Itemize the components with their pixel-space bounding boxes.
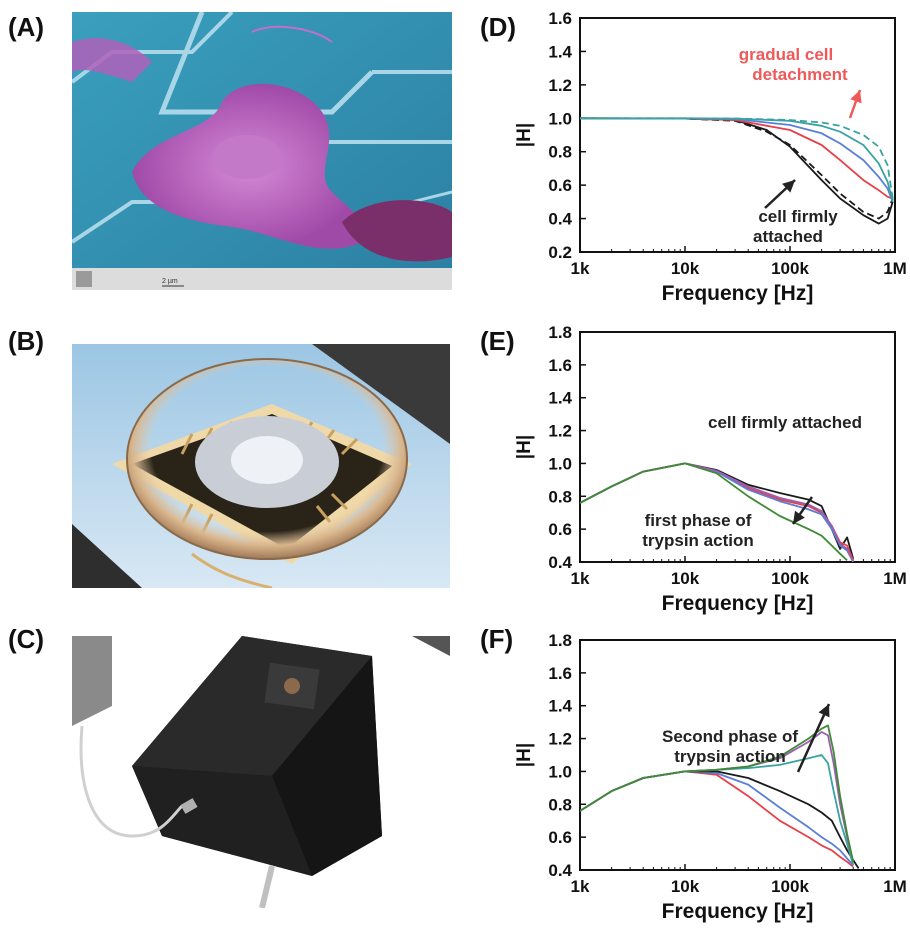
series-line-green	[580, 462, 848, 562]
y-tick-label: 1.8	[548, 631, 572, 650]
y-tick-label: 0.8	[548, 143, 572, 162]
x-tick-label: 100k	[771, 259, 809, 278]
x-tick-label: 100k	[771, 569, 809, 588]
mea-chip-photo	[72, 344, 450, 588]
series-line-red	[580, 117, 893, 200]
annotation-arrowhead	[793, 510, 805, 524]
plot-frame	[579, 639, 896, 871]
x-axis-label: Frequency [Hz]	[662, 282, 814, 305]
y-tick-label: 0.6	[548, 520, 572, 539]
annotation-text: first phase of	[645, 511, 752, 530]
y-tick-label: 1.6	[548, 356, 572, 375]
y-axis-label: |H|	[514, 435, 535, 459]
annotation-arrowhead	[782, 180, 795, 193]
annotation-text: attached	[753, 227, 823, 246]
panel-label-d: (D)	[480, 12, 517, 42]
annotation-text: gradual cell	[739, 45, 833, 64]
y-tick-label: 0.8	[548, 795, 572, 814]
y-tick-label: 0.4	[548, 210, 572, 229]
annotation-arrowhead	[850, 90, 862, 104]
annotation-arrowhead	[818, 704, 830, 718]
y-tick-label: 1.0	[548, 454, 572, 473]
chart-d: 0.2 0.4 0.6 0.8 1.0 1.2 1.4 1.6 1k 10k 100k 1M Frequ…	[514, 9, 907, 305]
y-tick-label: 1.0	[548, 109, 572, 128]
y-tick-label: 1.4	[548, 42, 572, 61]
x-tick-label: 100k	[771, 877, 809, 896]
sem-cell-image: 2 µm	[72, 12, 452, 290]
y-axis-label: |H|	[514, 123, 535, 147]
annotation-text: cell firmly attached	[708, 413, 862, 432]
x-tick-label: 10k	[671, 259, 700, 278]
y-tick-label: 1.2	[548, 422, 572, 441]
x-tick-label: 1k	[571, 569, 590, 588]
series-line-blue	[580, 117, 894, 203]
annotation-text: Second phase of	[662, 727, 798, 746]
x-tick-label: 10k	[671, 569, 700, 588]
y-tick-label: 1.2	[548, 76, 572, 95]
series-line-red	[580, 770, 854, 868]
y-tick-label: 0.4	[548, 553, 572, 572]
panel-label-c: (C)	[8, 624, 45, 654]
y-tick-label: 0.2	[548, 243, 572, 262]
device-photo	[72, 636, 450, 908]
annotation-text: cell firmly	[758, 207, 838, 226]
x-axis-label: Frequency [Hz]	[662, 592, 814, 615]
y-tick-label: 1.2	[548, 730, 572, 749]
x-tick-label: 10k	[671, 877, 700, 896]
y-tick-label: 1.6	[548, 9, 572, 28]
chart-e: 0.4 0.6 0.8 1.0 1.2 1.4 1.6 1.8 1k 10k 100k 1M Frequ…	[514, 323, 907, 615]
panel-label-f: (F)	[480, 624, 514, 654]
series-line-blue	[580, 770, 854, 866]
y-tick-label: 0.6	[548, 828, 572, 847]
series-line-teal-dashed	[580, 117, 894, 199]
scalebar-label: 2 µm	[162, 278, 178, 285]
y-tick-label: 1.8	[548, 323, 572, 342]
chart-f: 0.4 0.6 0.8 1.0 1.2 1.4 1.6 1.8 1k 10k 100k 1M Frequ…	[514, 631, 907, 923]
panel-label-e: (E)	[480, 326, 515, 356]
y-axis-label: |H|	[514, 743, 535, 767]
y-tick-label: 1.0	[548, 762, 572, 781]
panel-label-b: (B)	[8, 326, 45, 356]
x-tick-label: 1M	[883, 877, 907, 896]
annotation-text: trypsin action	[642, 531, 753, 550]
y-tick-label: 0.8	[548, 487, 572, 506]
x-tick-label: 1k	[571, 877, 590, 896]
x-tick-label: 1M	[883, 259, 907, 278]
series-line-green	[580, 724, 855, 862]
plot-frame	[579, 17, 896, 253]
annotation-arrow	[796, 703, 831, 773]
plot-frame	[579, 331, 896, 563]
x-axis-label: Frequency [Hz]	[662, 900, 814, 923]
x-tick-label: 1M	[883, 569, 907, 588]
x-tick-label: 1k	[571, 259, 590, 278]
annotation-text: detachment	[752, 65, 848, 84]
y-tick-label: 1.4	[548, 697, 572, 716]
y-tick-label: 0.4	[548, 861, 572, 880]
y-tick-label: 1.4	[548, 389, 572, 408]
panel-label-a: (A)	[8, 12, 45, 42]
annotation-text: trypsin action	[674, 747, 785, 766]
y-tick-label: 0.6	[548, 176, 572, 195]
y-tick-label: 1.6	[548, 664, 572, 683]
series-line-teal	[580, 117, 894, 203]
